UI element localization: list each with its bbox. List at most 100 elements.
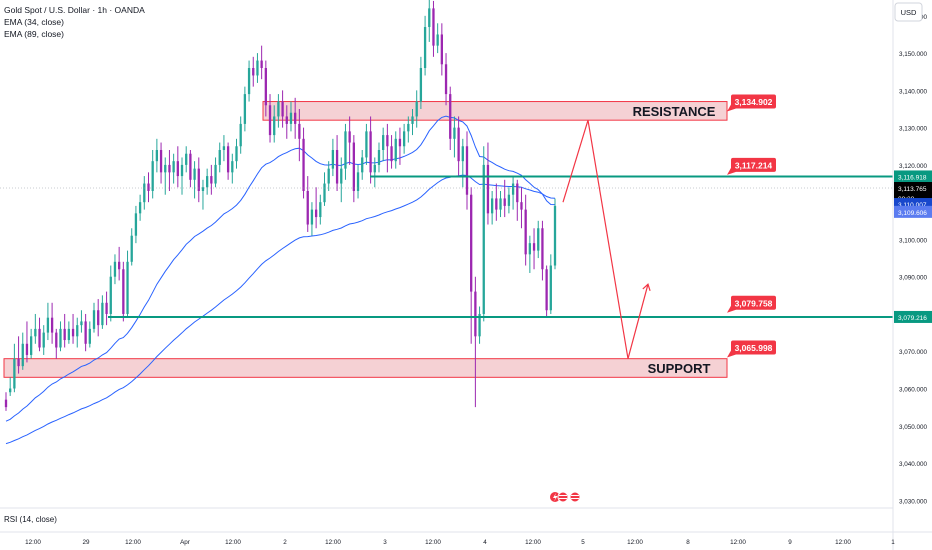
support-price-callout-pointer: [727, 350, 736, 358]
candle-body: [143, 183, 146, 203]
ema-89-legend[interactable]: EMA (89, close): [4, 29, 64, 39]
candle-body: [419, 68, 423, 102]
rsi-legend[interactable]: RSI (14, close): [4, 515, 57, 524]
last-price-badge-text: 3,113.765: [898, 186, 927, 193]
upper-level-callout: 3,117.214: [727, 157, 776, 175]
resistance-price-callout-pointer: [727, 104, 736, 112]
candle-body: [553, 205, 557, 266]
candle-body: [101, 302, 104, 326]
candle-body: [260, 60, 263, 69]
time-tick-label: 12:00: [225, 539, 241, 546]
candle-body: [382, 135, 385, 150]
candle-body: [9, 388, 12, 393]
candle-body: [264, 68, 267, 106]
candle-body: [314, 209, 318, 218]
candle-body: [67, 328, 71, 341]
currency-button-label: USD: [901, 8, 917, 17]
candle-body: [231, 161, 234, 173]
support-price-callout: 3,065.998: [727, 340, 776, 358]
candle-body: [411, 116, 414, 124]
candle-body: [457, 127, 460, 162]
candle-body: [348, 131, 351, 143]
time-tick-label: 12:00: [627, 539, 643, 546]
candle-body: [306, 190, 309, 225]
time-tick-label: 3: [383, 539, 387, 546]
time-tick-label: 12:00: [125, 539, 141, 546]
candle-body: [42, 332, 45, 348]
candle-body: [390, 146, 393, 162]
candle-body: [247, 68, 251, 95]
price-tick-label: 3,100.000: [899, 237, 928, 244]
price-tick-label: 3,090.000: [899, 275, 928, 282]
us-flag-event-icon[interactable]: [569, 491, 581, 503]
candle-body: [516, 183, 519, 203]
time-tick-label: 12:00: [730, 539, 746, 546]
time-tick-label: 12:00: [325, 539, 341, 546]
upper-level-callout-text: 3,117.214: [735, 160, 773, 170]
candle-body: [201, 187, 205, 191]
time-axis[interactable]: 12:00 29 12:00 Apr 12:00 2 12:00 3 12:00 4 12:00 5 1…: [25, 539, 895, 546]
price-tick-label: 3,150.000: [899, 51, 928, 58]
price-axis[interactable]: 3,160.0003,150.0003,140.0003,130.0003,12…: [899, 14, 928, 505]
support-price-callout-text: 3,065.998: [735, 343, 773, 353]
ema-89-badge-text: 3,109.606: [898, 210, 927, 217]
candle-body: [71, 328, 75, 337]
candle-body: [369, 131, 372, 173]
candle-body: [180, 164, 184, 177]
resistance-price-callout-box: [731, 94, 776, 109]
candle-body: [541, 228, 544, 270]
candle-body: [294, 112, 297, 124]
candle-body: [256, 60, 259, 76]
candle-body: [532, 243, 536, 251]
candle-body: [394, 138, 397, 162]
ema-89-line: [5, 174, 556, 445]
candle-body: [55, 332, 58, 348]
candle-body: [402, 131, 406, 147]
resistance-price-callout: 3,134.902: [727, 94, 776, 112]
candle-body: [4, 399, 8, 408]
time-tick-label: 8: [686, 539, 690, 546]
candle-body: [432, 8, 435, 46]
lower-level-badge-text: 3,079.216: [898, 315, 927, 322]
price-tick-label: 3,140.000: [899, 88, 928, 95]
candle-body: [520, 202, 523, 210]
ema-34-legend[interactable]: EMA (34, close): [4, 17, 64, 27]
time-tick-label: 2: [283, 539, 287, 546]
lower-level-callout-text: 3,079.758: [735, 298, 773, 308]
candle-body: [449, 94, 452, 139]
lower-level-callout-pointer: [727, 305, 736, 313]
candles-layer: [4, 0, 557, 411]
candle-body: [277, 101, 280, 117]
candle-body: [335, 149, 339, 184]
candle-body: [226, 146, 230, 173]
candle-body: [398, 138, 402, 147]
currency-button[interactable]: [894, 2, 923, 22]
projection-arrowhead: [642, 283, 651, 292]
ema-89-badge: [894, 205, 932, 218]
candle-body: [206, 176, 209, 188]
candle-body: [84, 321, 87, 344]
candle-body: [377, 149, 381, 165]
candle-body: [268, 105, 272, 136]
price-axis-badges: 3,116.9183,079.2163,113.76508:383,110.00…: [894, 170, 932, 323]
projection-line: [562, 120, 649, 359]
lightning-glyph-icon: [553, 493, 558, 502]
support-price-callout-box: [731, 340, 776, 355]
us-flag-event-icon[interactable]: [557, 491, 569, 503]
candle-body: [310, 209, 314, 225]
time-tick-label: 5: [581, 539, 585, 546]
candle-body: [243, 94, 247, 124]
price-tick-label: 3,130.000: [899, 126, 928, 133]
candle-body: [17, 358, 20, 367]
candle-body: [197, 168, 200, 191]
candle-body: [490, 198, 494, 214]
candle-body: [289, 112, 293, 124]
ema-34-line: [5, 115, 556, 422]
price-tick-label: 3,040.000: [899, 461, 928, 468]
candle-body: [222, 146, 226, 150]
economic-events[interactable]: [550, 491, 581, 503]
candle-body: [528, 243, 532, 255]
candle-body: [273, 116, 276, 136]
candle-body: [147, 183, 150, 191]
